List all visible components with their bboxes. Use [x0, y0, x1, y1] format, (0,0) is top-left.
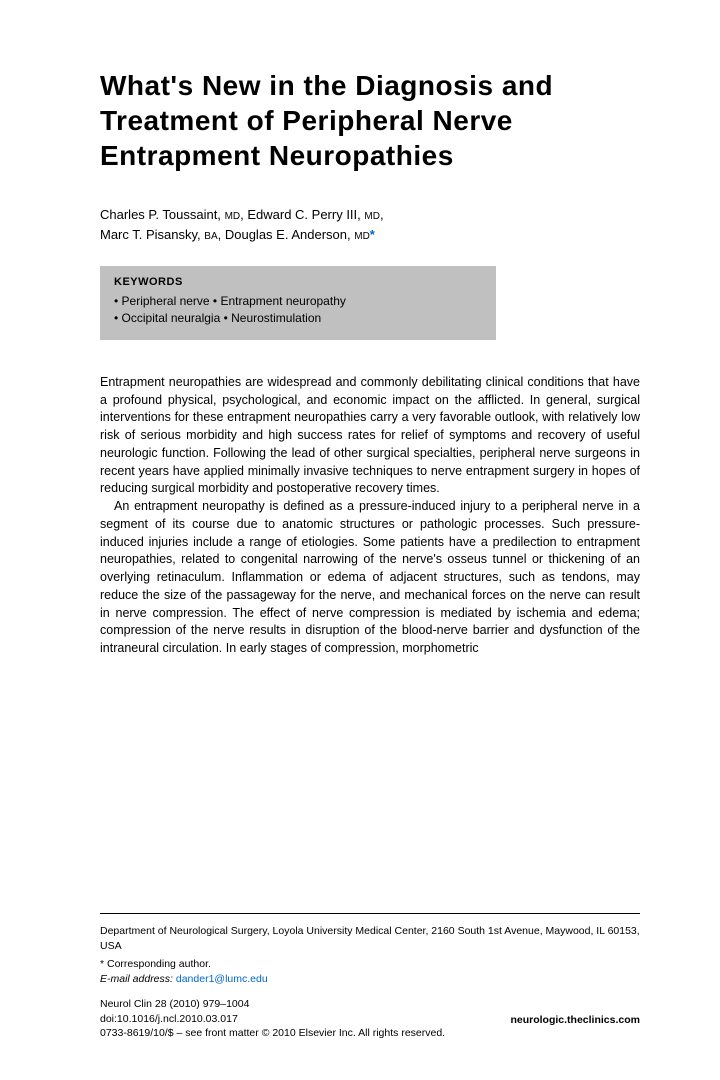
author-name: Charles P. Toussaint,: [100, 207, 221, 222]
corresponding-note: * Corresponding author.: [100, 957, 640, 972]
keywords-line: • Occipital neuralgia • Neurostimulation: [114, 310, 482, 327]
body-text: Entrapment neuropathies are widespread a…: [100, 374, 640, 658]
publication-info: Neurol Clin 28 (2010) 979–1004 doi:10.10…: [100, 997, 640, 1040]
footer: Department of Neurological Surgery, Loyo…: [100, 913, 640, 1040]
paragraph: An entrapment neuropathy is defined as a…: [100, 498, 640, 658]
author-name: , Edward C. Perry III,: [240, 207, 361, 222]
email-label: E-mail address:: [100, 973, 173, 985]
paragraph: Entrapment neuropathies are widespread a…: [100, 374, 640, 498]
corresponding-star: *: [370, 227, 375, 242]
keywords-box: KEYWORDS • Peripheral nerve • Entrapment…: [100, 266, 496, 340]
author-credential: MD: [364, 211, 380, 222]
copyright: 0733-8619/10/$ – see front matter © 2010…: [100, 1026, 640, 1040]
author-name: Marc T. Pisansky,: [100, 227, 201, 242]
authors-block: Charles P. Toussaint, MD, Edward C. Perr…: [100, 205, 640, 244]
author-credential: BA: [204, 231, 217, 242]
email-line: E-mail address: dander1@lumc.edu: [100, 973, 640, 985]
article-title: What's New in the Diagnosis and Treatmen…: [100, 68, 640, 173]
keywords-list: • Peripheral nerve • Entrapment neuropat…: [114, 293, 482, 328]
author-credential: MD: [354, 231, 370, 242]
affiliation: Department of Neurological Surgery, Loyo…: [100, 924, 640, 953]
author-name: , Douglas E. Anderson,: [218, 227, 351, 242]
author-credential: MD: [225, 211, 241, 222]
publisher-site[interactable]: neurologic.theclinics.com: [510, 1013, 640, 1027]
keywords-heading: KEYWORDS: [114, 276, 482, 288]
footer-rule: [100, 913, 640, 914]
email-address[interactable]: dander1@lumc.edu: [176, 973, 268, 985]
keywords-line: • Peripheral nerve • Entrapment neuropat…: [114, 293, 482, 310]
journal-citation: Neurol Clin 28 (2010) 979–1004: [100, 997, 640, 1011]
